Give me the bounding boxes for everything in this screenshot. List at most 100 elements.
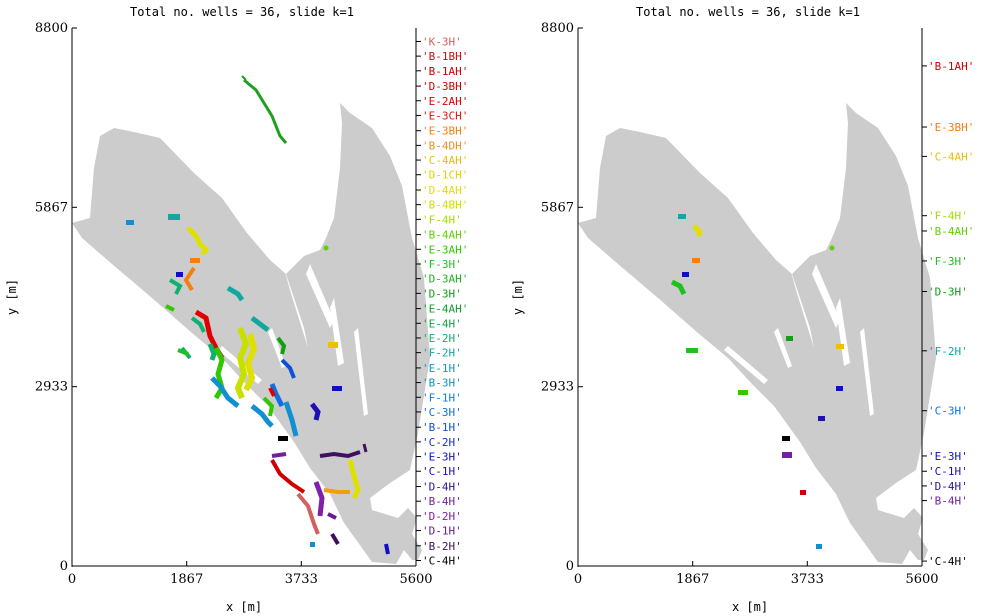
left-x-tick-label: 3733 xyxy=(285,572,318,587)
right-y-axis-label: y [m] xyxy=(511,279,525,315)
left-well-label: 'E-3AH' xyxy=(422,243,468,256)
left-well-label: 'E-3BH' xyxy=(422,125,468,138)
left-x-tick-label: 0 xyxy=(68,572,76,587)
well-track xyxy=(296,492,320,535)
right-well-label: 'F-3H' xyxy=(928,255,968,268)
well-track xyxy=(190,316,206,333)
well-segment xyxy=(836,344,844,349)
well-track xyxy=(280,358,296,379)
well-track xyxy=(327,512,337,520)
well-segment xyxy=(278,436,288,441)
left-well-label: 'E-4H' xyxy=(422,317,462,330)
left-well-label: 'B-1AH' xyxy=(422,65,468,78)
well-track xyxy=(323,488,350,494)
left-well-label: 'B-2H' xyxy=(422,540,462,553)
left-well-label: 'E-2H' xyxy=(422,332,462,345)
well-segment xyxy=(686,348,698,353)
well-track xyxy=(207,343,217,361)
well-track xyxy=(165,304,175,312)
well-segment xyxy=(126,220,134,225)
well-segment xyxy=(328,342,338,348)
right-well-labels: 'B-1AH' 'E-3BH' 'C-4AH' 'F-4H' 'B-4AH' 'F-3H'… xyxy=(922,60,974,568)
left-well-label: 'C-4H' xyxy=(422,554,462,567)
well-segment xyxy=(332,386,342,391)
left-axes: 0 1867 3733 5600 0 2933 5867 8800 x [m] y [m] xyxy=(5,21,433,614)
well-track xyxy=(183,266,196,292)
well-track xyxy=(270,459,306,494)
left-well-label: 'B-4DH' xyxy=(422,139,468,152)
well-track xyxy=(310,402,321,421)
well-segment xyxy=(678,214,686,219)
right-axes: 0 1867 3733 5600 0 2933 5867 8800 x [m] y [m] xyxy=(511,21,939,614)
well-segment xyxy=(818,416,825,421)
well-segment xyxy=(682,272,689,277)
right-well-label: 'E-3H' xyxy=(928,450,968,463)
well-track xyxy=(269,383,285,408)
left-well-label: 'D-4AH' xyxy=(422,184,468,197)
well-track xyxy=(271,452,287,458)
well-track xyxy=(692,224,704,238)
right-x-tick-label: 1867 xyxy=(676,572,709,587)
well-segment xyxy=(816,544,822,549)
left-well-label: 'D-2H' xyxy=(422,510,462,523)
left-y-tick-label: 5867 xyxy=(35,200,68,215)
right-x-tick-label: 5600 xyxy=(905,572,938,587)
well-segment xyxy=(800,490,806,495)
left-well-label: 'E-3CH' xyxy=(422,109,468,122)
well-track xyxy=(177,348,189,356)
right-well-label: 'E-3BH' xyxy=(928,121,974,134)
left-well-label: 'C-4AH' xyxy=(422,154,468,167)
right-well-label: 'C-1H' xyxy=(928,465,968,478)
left-well-label: 'E-4AH' xyxy=(422,303,468,316)
left-well-segments xyxy=(126,75,390,555)
well-track xyxy=(241,75,247,81)
well-track xyxy=(213,346,225,400)
left-x-tick-label: 1867 xyxy=(170,572,203,587)
left-reservoir-shape xyxy=(72,103,430,564)
well-track xyxy=(210,376,240,408)
left-well-label: 'F-4H' xyxy=(422,213,462,226)
left-well-labels: 'K-3H' 'B-1BH' 'B-1AH' 'D-3BH' 'E-2AH''E-3CH… xyxy=(416,35,468,567)
right-x-axis-label: x [m] xyxy=(732,600,768,614)
well-track xyxy=(243,333,258,392)
well-segment xyxy=(176,272,183,277)
well-track xyxy=(670,279,687,296)
right-well-label: 'B-4AH' xyxy=(928,225,974,238)
left-well-label: 'D-1CH' xyxy=(422,169,468,182)
left-map-title: Total no. wells = 36, slide k=1 xyxy=(130,5,354,19)
right-reservoir-faults xyxy=(724,264,874,416)
left-y-tick-label: 0 xyxy=(60,559,68,574)
left-well-label: 'B-1BH' xyxy=(422,50,468,63)
right-y-tick-label: 5867 xyxy=(541,200,574,215)
left-well-label: 'E-1H' xyxy=(422,362,462,375)
well-track xyxy=(283,401,299,437)
well-track xyxy=(250,404,274,428)
left-well-label: 'B-4H' xyxy=(422,495,462,508)
left-well-label: 'B-1H' xyxy=(422,421,462,434)
well-track xyxy=(262,396,275,417)
well-track xyxy=(186,226,210,256)
left-reservoir-field xyxy=(72,103,430,564)
well-track xyxy=(250,316,270,332)
well-segment xyxy=(786,336,793,341)
right-well-label: 'B-4H' xyxy=(928,495,968,508)
well-track xyxy=(234,326,250,400)
well-segment xyxy=(836,386,843,391)
well-track xyxy=(313,481,325,517)
well-segment xyxy=(782,436,790,441)
right-y-tick-label: 8800 xyxy=(541,21,574,36)
left-x-tick-label: 5600 xyxy=(399,572,432,587)
left-well-label: 'E-2AH' xyxy=(422,95,468,108)
left-well-label: 'F-1H' xyxy=(422,391,462,404)
left-x-axis-label: x [m] xyxy=(226,600,262,614)
well-track xyxy=(268,387,276,397)
well-track xyxy=(168,278,183,295)
well-segment xyxy=(782,452,792,458)
well-segment xyxy=(190,258,200,263)
left-well-label: 'B-4BH' xyxy=(422,199,468,212)
left-well-label: 'F-3H' xyxy=(422,258,462,271)
left-y-tick-label: 8800 xyxy=(35,21,68,36)
right-x-tick-label: 3733 xyxy=(791,572,824,587)
right-well-label: 'B-1AH' xyxy=(928,60,974,73)
right-well-label: 'C-3H' xyxy=(928,405,968,418)
